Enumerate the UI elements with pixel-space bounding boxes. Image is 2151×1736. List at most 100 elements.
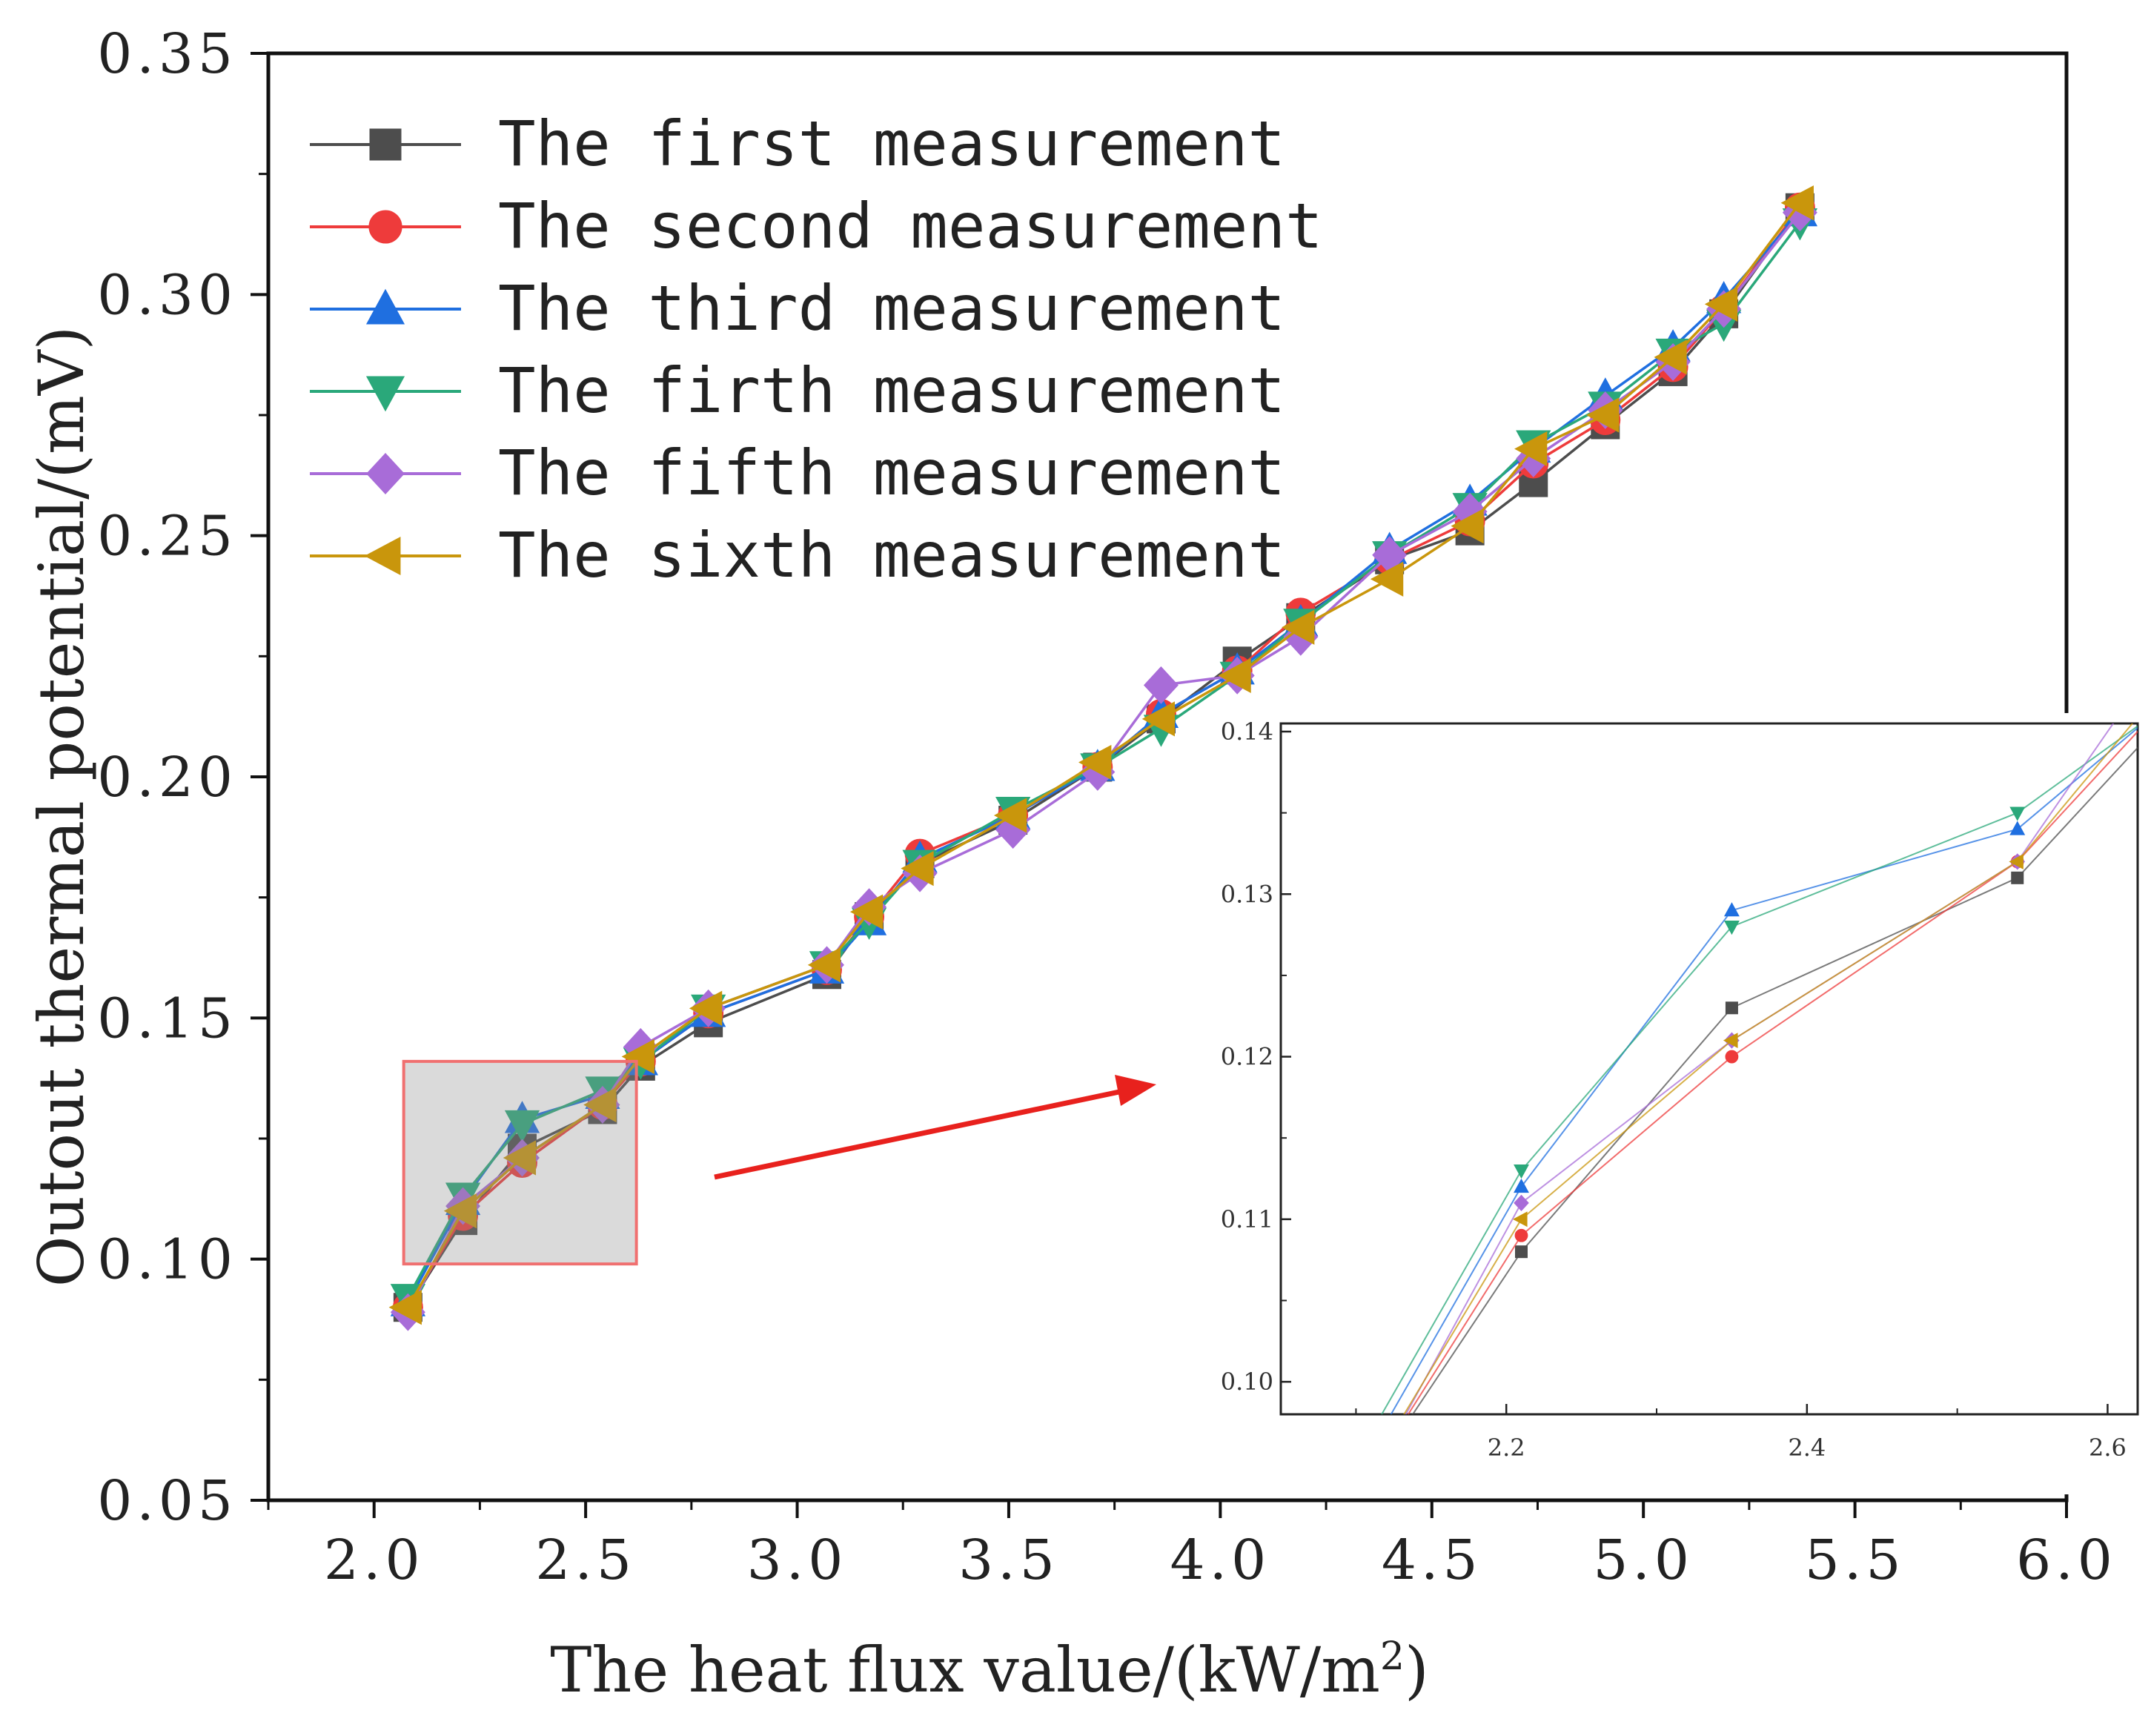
legend-marker <box>365 288 405 325</box>
inset-data-point <box>2009 806 2026 821</box>
x-axis-title-end: ) <box>1405 1634 1429 1706</box>
data-point <box>807 947 841 983</box>
x-tick-label: 4.0 <box>1170 1528 1271 1592</box>
x-tick-label: 2.5 <box>535 1528 636 1592</box>
inset-data-point <box>2011 871 2024 884</box>
zoom-arrow-line <box>714 1089 1120 1180</box>
inset-plot: 2.2 2.4 2.6 0.10 0.11 0.12 0.13 0.14 <box>1221 713 2148 1494</box>
inset-y-tick-label: 0.12 <box>1221 1043 1273 1071</box>
data-point <box>1141 701 1175 737</box>
inset-series-6 <box>1403 723 2134 1414</box>
data-point <box>1704 286 1738 322</box>
legend-marker <box>368 210 402 244</box>
series-6 <box>388 185 1814 1325</box>
data-point <box>1282 609 1315 645</box>
data-point <box>1514 431 1548 467</box>
data-point <box>621 1038 654 1075</box>
legend-marker <box>365 376 405 412</box>
inset-data-point <box>1514 1228 1528 1242</box>
inset-data-point <box>2009 853 2024 869</box>
data-point <box>1451 508 1484 544</box>
inset-series-4 <box>1381 725 2138 1414</box>
legend-marker <box>364 536 401 576</box>
zoom-arrow-head <box>1115 1075 1156 1106</box>
inset-background <box>1272 713 2148 1494</box>
data-point <box>689 990 723 1026</box>
inset-y-tick-label: 0.13 <box>1221 880 1273 908</box>
legend-item: The sixth measurement <box>310 519 1285 592</box>
x-tick-label: 3.5 <box>958 1528 1059 1592</box>
inset-x-tick-label: 2.4 <box>1788 1434 1826 1462</box>
legend-item: The first measurement <box>310 107 1285 180</box>
x-tick-label: 3.0 <box>747 1528 848 1592</box>
inset-data-point <box>1514 1178 1529 1193</box>
inset-data-point <box>1723 902 1740 917</box>
zoom-box <box>402 1059 638 1266</box>
data-point <box>1654 339 1687 375</box>
x-axis-title-superscript: 2 <box>1380 1634 1405 1679</box>
data-point <box>443 1193 477 1229</box>
inset-data-point <box>1513 1211 1528 1228</box>
y-tick-label: 0.30 <box>97 263 237 327</box>
data-point <box>901 850 934 887</box>
inset-y-tick-label: 0.11 <box>1221 1205 1273 1233</box>
y-axis-title: Outout thermal potential/(mV) <box>25 326 98 1288</box>
x-tick-label: 2.0 <box>324 1528 425 1592</box>
inset-data-point <box>1725 1050 1739 1064</box>
x-tick-label: 5.0 <box>1593 1528 1694 1592</box>
y-tick-label: 0.25 <box>97 505 237 569</box>
data-point <box>583 1087 617 1123</box>
inset-frame <box>1279 722 2139 1416</box>
data-point <box>1780 185 1814 221</box>
inset-series-1 <box>1411 746 2138 1414</box>
x-tick-label: 5.5 <box>1805 1528 1906 1592</box>
data-point <box>504 1110 540 1143</box>
inset-series-3 <box>1390 726 2138 1414</box>
inset-data-point <box>1514 1194 1529 1212</box>
legend-item: The second measurement <box>310 190 1323 262</box>
legend-marker <box>369 128 402 161</box>
zoom-region <box>402 1059 1156 1266</box>
x-axis-title: The heat flux value/(kW/m2) <box>550 1634 1428 1706</box>
inset-x-tick-label: 2.6 <box>2089 1434 2127 1462</box>
y-tick-label: 0.35 <box>97 22 237 86</box>
x-tick-label: 4.5 <box>1382 1528 1482 1592</box>
data-point <box>1218 657 1251 693</box>
legend-label: The first measurement <box>498 107 1285 180</box>
main-plot: 2.0 2.5 3.0 3.5 4.0 4.5 5.0 5.5 6.0 0.05 0.10 0.15 0… <box>25 22 2117 1706</box>
data-point <box>1143 666 1179 704</box>
legend-item: The fifth measurement <box>310 437 1285 509</box>
legend-item: The third measurement <box>310 272 1285 345</box>
data-point <box>503 1140 537 1176</box>
legend-marker <box>366 452 405 495</box>
inset-data-point <box>1514 1245 1528 1259</box>
legend-label: The fifth measurement <box>498 437 1285 509</box>
y-tick-label: 0.15 <box>97 987 237 1050</box>
inset-series-area <box>1381 723 2138 1414</box>
y-tick-label: 0.10 <box>97 1228 237 1292</box>
data-point <box>849 894 884 930</box>
inset-data-point <box>2009 821 2026 835</box>
legend-item: The firth measurement <box>310 354 1285 427</box>
inset-x-tick-label: 2.2 <box>1488 1434 1525 1462</box>
legend-label: The firth measurement <box>498 354 1285 427</box>
x-tick-label: 6.0 <box>2016 1528 2117 1592</box>
data-point <box>1586 397 1620 433</box>
y-tick-label: 0.20 <box>97 746 237 809</box>
inset-y-tick-label: 0.10 <box>1221 1368 1273 1396</box>
data-point <box>993 798 1027 833</box>
inset-data-point <box>1723 1033 1738 1049</box>
inset-data-point <box>1725 1001 1738 1015</box>
legend-label: The second measurement <box>498 190 1323 262</box>
y-tick-label: 0.05 <box>97 1469 237 1533</box>
legend-label: The sixth measurement <box>498 519 1285 592</box>
legend-label: The third measurement <box>498 272 1285 345</box>
inset-data-point <box>1723 921 1740 935</box>
inset-y-tick-label: 0.14 <box>1221 718 1273 746</box>
inset-data-point <box>1514 1164 1529 1179</box>
legend: The first measurement The second measurem… <box>310 107 1323 592</box>
data-point <box>388 1290 422 1325</box>
data-point <box>1078 744 1112 781</box>
data-point <box>1370 561 1404 597</box>
